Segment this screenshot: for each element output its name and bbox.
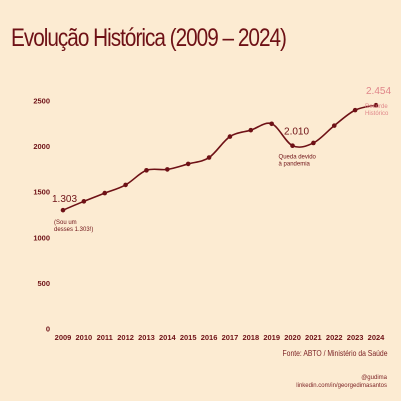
x-tick-label: 2023 [347,333,364,342]
x-tick-label: 2024 [368,333,386,342]
data-point [60,207,66,213]
x-tick-label: 2015 [180,333,197,342]
author-handle: @gudima [361,375,387,381]
x-tick-label: 2009 [55,333,72,342]
annotation-note: Recorde [365,104,388,110]
y-tick-label: 1500 [33,188,50,197]
annotation-value: 1.303 [52,194,77,205]
data-point [165,167,170,172]
x-tick-label: 2012 [117,333,134,342]
x-tick-label: 2018 [242,333,259,342]
x-tick-label: 2014 [159,333,177,342]
y-tick-label: 0 [46,325,50,334]
author-link: linkedin.com/in/georgedimasantos [296,383,387,389]
x-tick-label: 2020 [284,333,301,342]
y-axis-ticks: 0 500 1000 1500 2000 2500 [33,97,50,334]
data-point [185,161,191,167]
data-point [81,199,87,204]
y-tick-label: 2500 [33,97,50,106]
annotation-note: desses 1.303!) [54,227,93,233]
annotation-value: 2.010 [284,127,309,138]
y-tick-label: 2000 [33,142,50,151]
annotation-note: Histórico [365,111,389,117]
data-point [248,127,254,133]
data-point [269,121,274,127]
data-point [102,190,108,196]
x-tick-label: 2016 [201,333,218,342]
x-tick-label: 2010 [76,333,93,342]
x-tick-label: 2022 [326,333,343,342]
data-point [144,168,149,173]
y-tick-label: 500 [37,279,50,288]
data-points [60,102,379,213]
data-point [373,102,379,108]
annotation-note: (Sou um [54,220,77,226]
x-axis-ticks: 2009 2010 2011 2012 2013 2014 2015 2016 2017 2018… [55,333,386,342]
y-tick-label: 1000 [33,233,50,242]
source-note: Fonte: ABTO / Ministério da Saúde [282,349,387,358]
chart-title: Evolução Histórica (2009 – 2024) [11,24,287,52]
x-tick-label: 2019 [263,333,280,342]
x-tick-label: 2013 [138,333,155,342]
data-point [206,155,212,160]
annotation-note: à pandemia [279,162,311,168]
x-tick-label: 2021 [305,333,322,342]
x-tick-label: 2017 [222,333,239,342]
annotation-note: Queda devido [279,155,317,161]
data-point [311,140,316,146]
data-point [331,123,337,128]
data-point [227,134,233,139]
series-line [62,104,377,211]
annotation-value: 2.454 [366,86,391,97]
data-point [123,182,128,188]
data-point [290,143,295,148]
x-tick-label: 2011 [97,333,113,342]
data-point [352,107,358,113]
